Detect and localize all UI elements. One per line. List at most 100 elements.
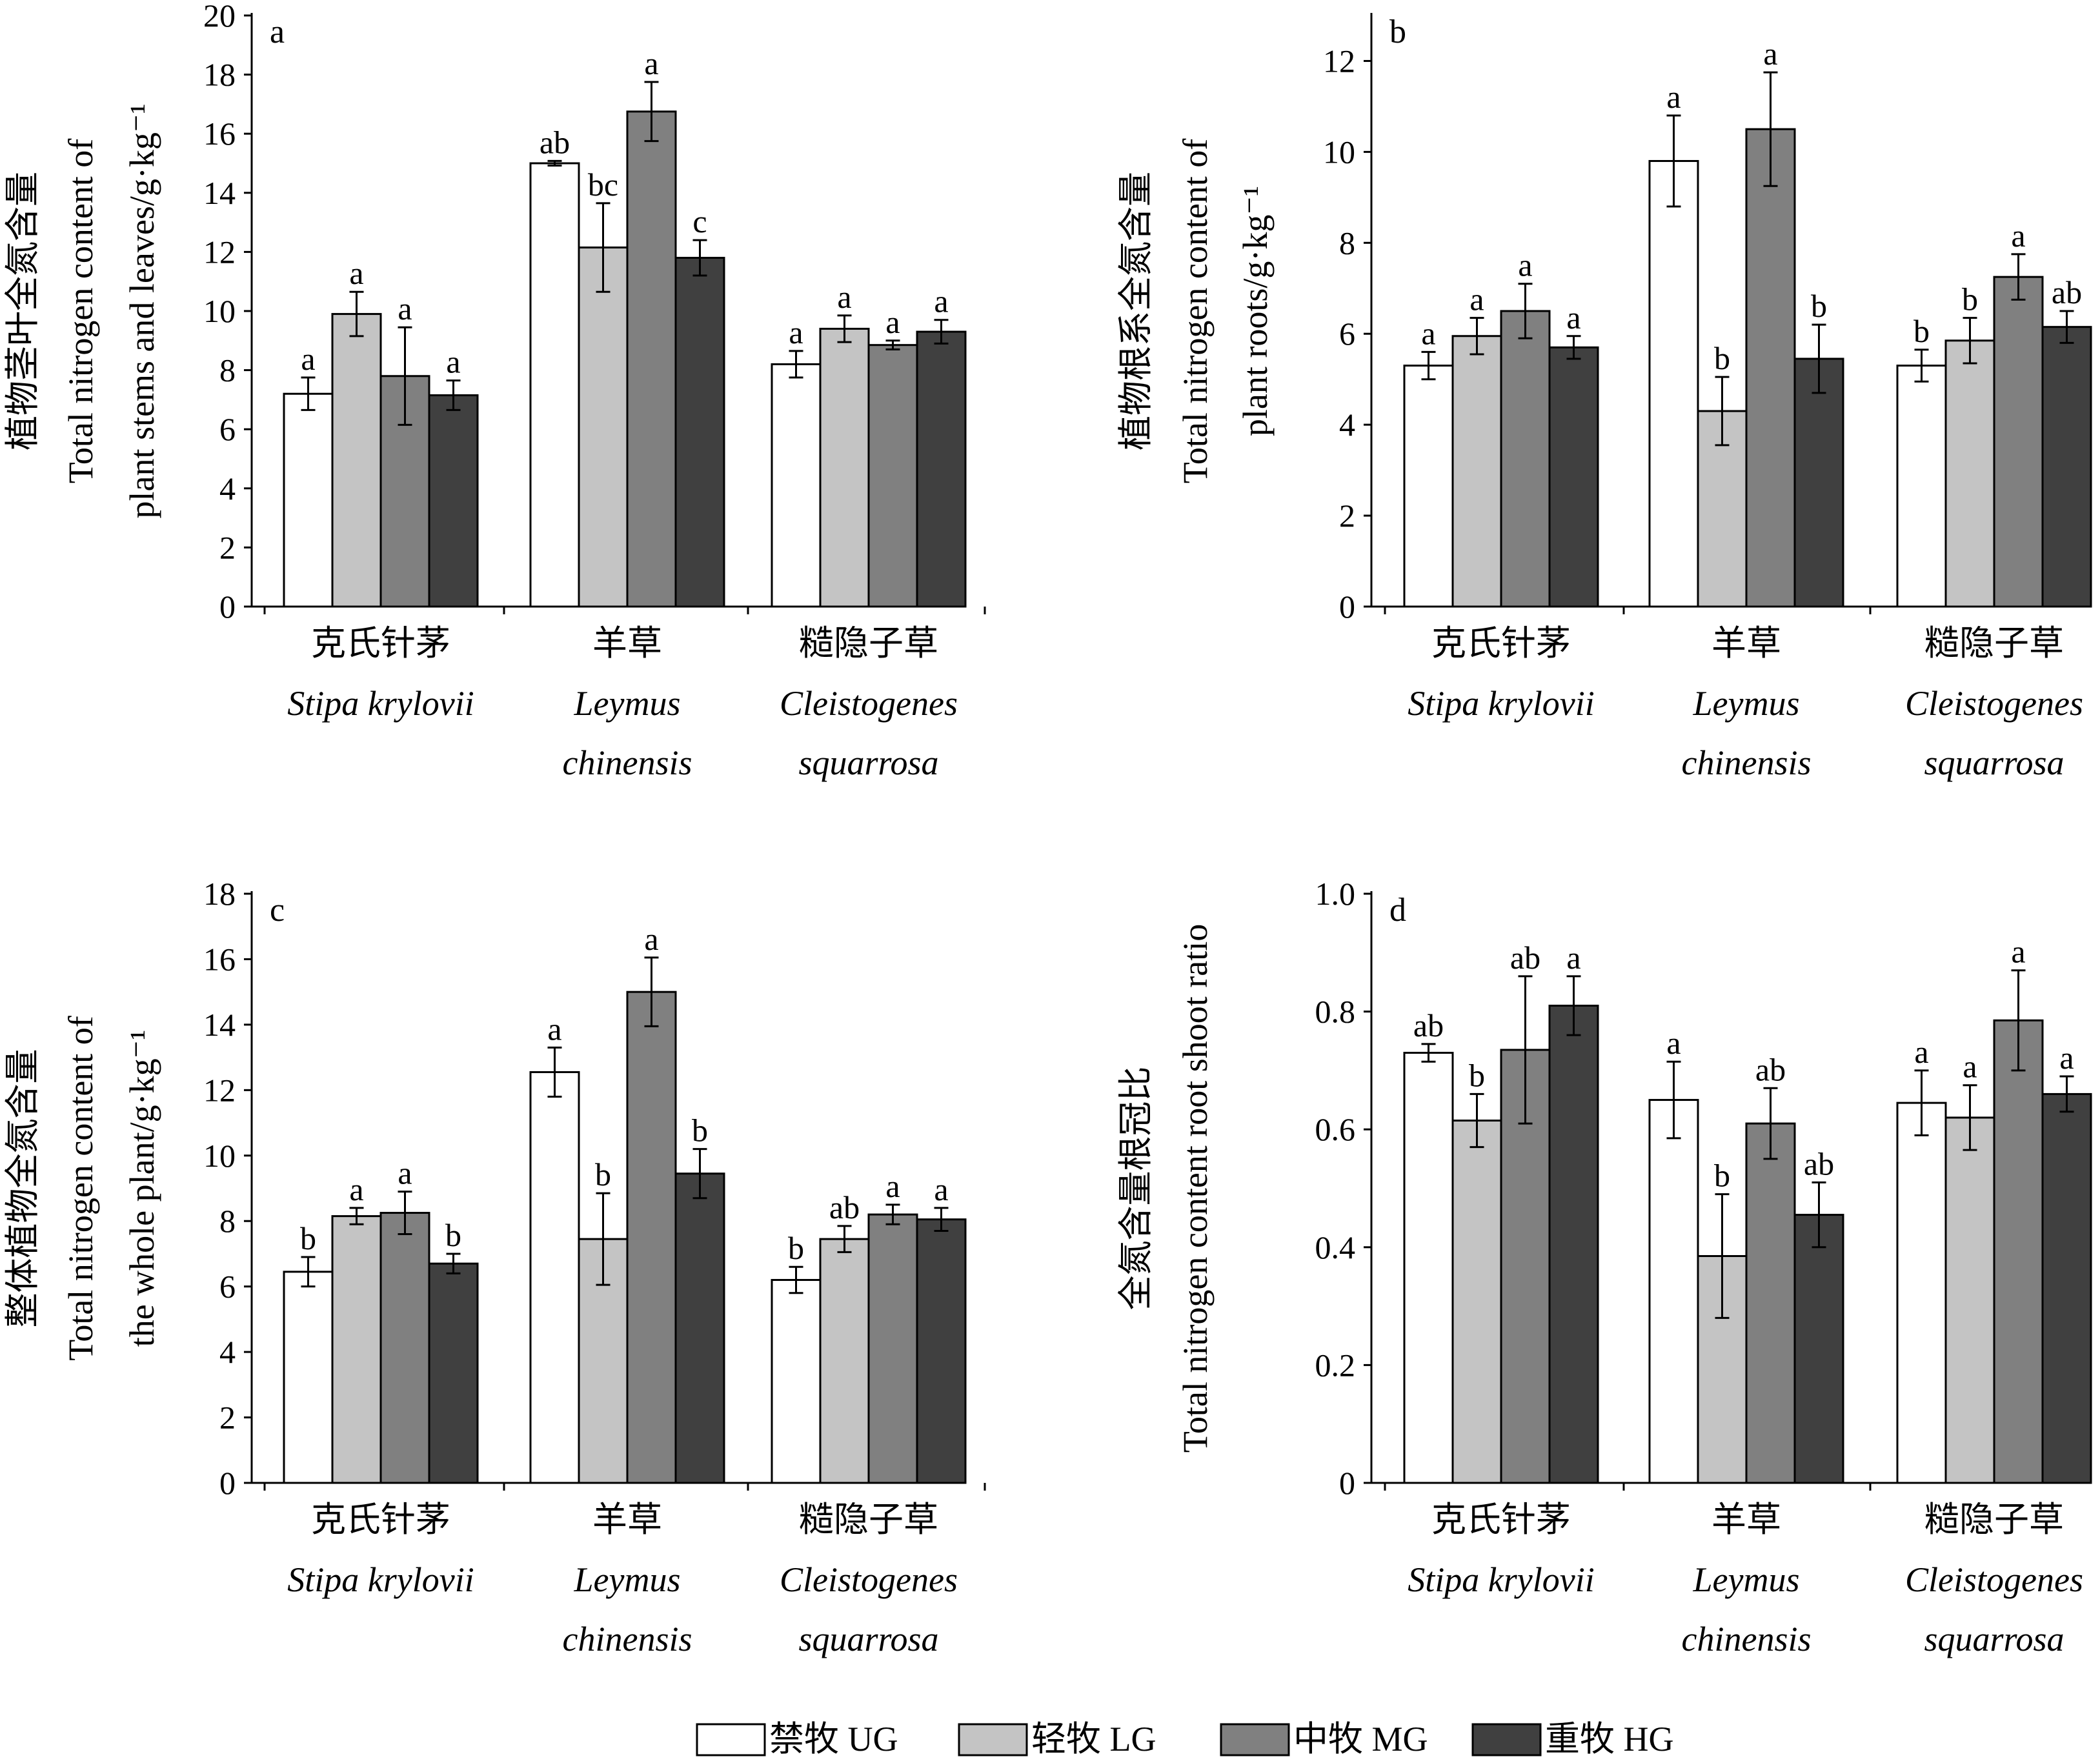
chart-panel-d: ab a abbaababaaaba00.20.40.60.81.0克氏针茅Stip… [1116, 876, 2092, 1658]
x-category-label-latin: squarrosa [798, 743, 938, 782]
significance-letter: a [837, 279, 851, 315]
bar [331, 1215, 382, 1484]
bar [1697, 410, 1748, 608]
y-tick-label: 2 [219, 1400, 236, 1436]
y-tick-label: 10 [203, 1138, 236, 1174]
y-tick-label: 12 [203, 1072, 236, 1108]
significance-letter: a [301, 341, 315, 377]
bar [1993, 1019, 2044, 1484]
significance-letter: a [1914, 1034, 1928, 1070]
significance-letter: ab [2052, 274, 2082, 310]
y-tick-label: 6 [219, 411, 236, 447]
x-category-label-latin: chinensis [1682, 1620, 1812, 1658]
legend-label-mg: 中牧 MG [1293, 1720, 1428, 1758]
bar [626, 991, 677, 1484]
bar [819, 1238, 870, 1484]
y-tick-label: 6 [1339, 316, 1355, 352]
x-category-label-latin: Leymus [574, 684, 681, 723]
bar [331, 313, 382, 608]
bar [1648, 159, 1699, 608]
x-category-label-cn: 羊草 [592, 1500, 662, 1539]
y-tick-label: 0.2 [1315, 1347, 1356, 1383]
x-category-label-cn: 糙隐子草 [1924, 624, 2064, 663]
bar [1993, 276, 2044, 608]
y-tick-label: 8 [219, 352, 236, 388]
panel-letter: d [1389, 892, 1406, 929]
panel-letter: a [270, 14, 285, 50]
significance-letter: a [1566, 299, 1580, 336]
y-tick-label: 10 [203, 293, 236, 329]
y-tick-label: 2 [219, 529, 236, 565]
significance-letter: a [1666, 79, 1681, 115]
y-axis-title-cn: 整体植物全氮含量 [3, 1049, 42, 1328]
y-axis-title-en: the whole plant/g·kg⁻¹ [123, 1030, 161, 1347]
x-category-label-cn: 羊草 [1711, 624, 1781, 663]
legend-swatch-mg [1220, 1723, 1290, 1756]
bar [1896, 1102, 1947, 1484]
y-tick-label: 2 [1339, 498, 1355, 534]
significance-letter: a [885, 304, 900, 340]
bar [867, 1213, 918, 1484]
significance-letter: a [1566, 940, 1580, 976]
y-axis-title-en: Total nitrogen content of [61, 139, 100, 484]
chart-panel-a: aabaabcaaaaaca02468101214161820克氏针茅Stipa… [3, 0, 986, 782]
significance-letter: a [2059, 1040, 2074, 1076]
bar [1548, 346, 1599, 608]
significance-letter: b [300, 1220, 316, 1256]
y-tick-label: 0.4 [1315, 1229, 1356, 1265]
significance-letter: b [1714, 340, 1730, 376]
bar [819, 327, 870, 608]
significance-letter: b [1714, 1158, 1730, 1194]
legend: 禁牧 UG 轻牧 LG 中牧 MG 重牧 HG [696, 1720, 1674, 1758]
bar [1403, 365, 1454, 608]
y-tick-label: 8 [219, 1203, 236, 1239]
significance-letter: a [446, 344, 460, 380]
significance-letter: b [1913, 313, 1930, 349]
significance-letter: a [1763, 35, 1777, 72]
y-axis-title-en: plant roots/g·kg⁻¹ [1236, 186, 1275, 436]
significance-letter: b [1469, 1057, 1485, 1093]
bar [1548, 1004, 1599, 1484]
significance-letter: a [2011, 934, 2025, 970]
significance-letter: a [547, 1011, 561, 1047]
bar [1793, 1214, 1844, 1484]
significance-letter: ab [1755, 1051, 1786, 1087]
bar [1745, 128, 1796, 608]
significance-letter: ab [829, 1189, 860, 1225]
y-tick-label: 0 [1339, 589, 1355, 625]
panel-letter: b [1389, 14, 1406, 50]
significance-letter: a [934, 283, 948, 319]
legend-swatch-lg [958, 1723, 1028, 1756]
panel-letter: c [270, 892, 285, 929]
significance-letter: a [398, 1155, 412, 1191]
legend-swatch-hg [1471, 1723, 1542, 1756]
y-tick-label: 18 [203, 57, 236, 93]
y-tick-label: 16 [203, 116, 236, 152]
bar [2041, 326, 2092, 608]
y-tick-label: 10 [1323, 134, 1355, 170]
significance-letter: a [349, 255, 363, 291]
x-category-label-cn: 克氏针茅 [1431, 624, 1571, 663]
bar [1403, 1052, 1454, 1484]
y-tick-label: 0 [219, 589, 236, 625]
x-category-label-latin: Cleistogenes [780, 1560, 958, 1599]
significance-letter: ab [540, 124, 570, 160]
y-tick-label: 0 [219, 1465, 236, 1501]
y-tick-label: 4 [1339, 407, 1355, 443]
y-tick-label: 12 [203, 234, 236, 270]
significance-letter: a [1421, 315, 1435, 351]
significance-letter: a [349, 1171, 363, 1207]
bar [1745, 1122, 1796, 1484]
bar [867, 344, 918, 608]
x-category-label-cn: 克氏针茅 [1431, 1500, 1571, 1539]
bar [771, 1279, 822, 1484]
x-category-label-latin: squarrosa [1924, 1620, 2064, 1658]
significance-letter: b [788, 1230, 804, 1266]
significance-letter: a [934, 1171, 948, 1207]
x-category-label-cn: 羊草 [1711, 1500, 1781, 1539]
significance-letter: ab [1510, 940, 1540, 976]
x-category-label-cn: 糙隐子草 [799, 624, 938, 663]
x-category-label-latin: Leymus [1693, 684, 1800, 723]
